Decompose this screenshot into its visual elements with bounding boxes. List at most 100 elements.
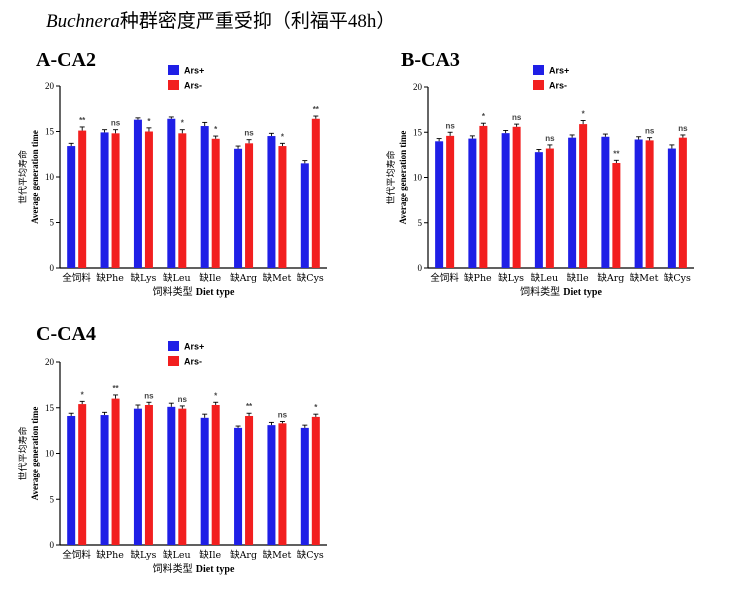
significance-label: * [281,132,285,141]
significance-label: * [214,125,218,134]
legend-label: Ars+ [549,66,569,76]
x-axis-label-en: Diet type [196,287,235,298]
bar-ars-plus [167,406,176,545]
x-tick-label: 缺Leu [163,272,191,284]
y-axis-label-en: Average generation time [30,407,40,501]
x-tick-label: 缺Met [263,272,292,284]
y-tick-label: 5 [50,218,55,228]
bar-ars-plus [267,425,276,545]
significance-label: ** [112,384,119,393]
x-axis-label-cn: 饲料类型 [520,285,563,298]
x-tick-label: 缺Cys [297,549,324,561]
bar-ars-minus [479,125,488,268]
legend-swatch [168,65,179,75]
significance-label: ** [313,105,320,114]
y-axis-label-cn: 世代平均寿命 [17,150,29,204]
bar-ars-plus [300,163,309,268]
legend-label: Ars+ [184,342,204,352]
bar-ars-minus [545,148,554,268]
x-axis-label-cn: 饲料类型 [153,285,196,298]
bar-ars-minus [78,404,87,545]
bar-ars-plus [435,141,444,268]
y-tick-label: 15 [45,403,55,413]
y-tick-label: 0 [50,540,55,550]
x-tick-label: 缺Ile [567,272,589,284]
bar-ars-plus [468,138,477,268]
significance-label: ns [244,129,254,138]
y-tick-label: 15 [413,127,423,137]
figure-title-rest: 种群密度严重受抑（利福平48h） [119,11,396,32]
significance-label: * [214,391,218,400]
significance-label: * [582,109,586,118]
bar-ars-plus [200,126,209,268]
x-tick-label: 缺Cys [297,272,324,284]
panel-label: C-CA4 [36,323,96,345]
significance-label: ns [445,121,455,130]
bar-ars-plus [100,415,109,545]
legend-label: Ars+ [184,66,204,76]
y-axis-label-en: Average generation time [30,130,40,224]
bar-ars-minus [211,405,220,545]
x-axis-label: 饲料类型 Diet type [153,285,235,298]
x-axis-label-cn: 饲料类型 [153,562,196,575]
significance-label: ns [144,391,154,400]
bar-ars-minus [111,398,120,545]
significance-label: ** [613,149,620,158]
significance-label: ns [278,410,288,419]
y-tick-label: 20 [413,82,423,92]
significance-label: ns [512,113,522,122]
significance-label: ns [678,124,688,133]
bar-ars-minus [311,118,320,268]
y-tick-label: 20 [45,81,55,91]
x-tick-label: 缺Leu [163,549,191,561]
bar-ars-plus [67,415,76,545]
figure-title-italic: Buchnera [46,11,120,32]
legend-swatch [533,65,544,75]
significance-label: * [482,112,486,121]
x-tick-label: 缺Lys [130,272,156,284]
legend-swatch [168,341,179,351]
bar-ars-minus [111,133,120,268]
x-axis-label-en: Diet type [563,287,602,298]
x-tick-label: 缺Arg [230,549,257,561]
y-axis-label-cn: 世代平均寿命 [385,150,397,204]
y-tick-label: 5 [50,494,55,504]
x-axis-label: 饲料类型 Diet type [153,562,235,575]
x-tick-label: 缺Phe [96,549,124,561]
x-tick-label: 缺Met [630,272,659,284]
y-tick-label: 10 [45,449,55,459]
bar-ars-minus [446,135,455,268]
bar-ars-minus [245,415,254,545]
x-tick-label: 缺Lys [130,549,156,561]
x-tick-label: 缺Phe [96,272,124,284]
significance-label: * [147,117,151,126]
bar-ars-plus [67,146,76,268]
bar-ars-minus [245,143,254,268]
significance-label: ns [545,134,555,143]
bar-ars-plus [267,136,276,268]
significance-label: ns [111,119,121,128]
significance-label: ** [246,402,253,411]
bar-ars-minus [512,126,521,268]
bar-ars-minus [311,416,320,545]
y-tick-label: 5 [418,218,423,228]
legend-swatch [533,80,544,90]
significance-label: * [181,119,185,128]
significance-label: ns [645,127,655,136]
x-tick-label: 缺Met [263,549,292,561]
x-tick-label: 缺Arg [597,272,624,284]
legend-label: Ars- [184,357,202,367]
y-tick-label: 20 [45,357,55,367]
chart-panel-2: B-CA3 0 5 10 15 20 世代平均寿命 Average generation ti… [385,49,694,298]
figure-title: Buchnera种群密度严重受抑（利福平48h） [46,6,395,33]
x-axis-label-en: Diet type [196,564,235,575]
panel-label: A-CA2 [36,49,96,71]
bar-ars-minus [278,423,287,545]
bar-ars-plus [601,136,610,268]
chart-panel-3: C-CA4 0 5 10 15 20 世代平均寿命 Average generation ti… [17,323,327,575]
significance-label: ** [79,116,86,125]
x-tick-label: 全饲料 [62,272,91,284]
y-tick-label: 10 [45,172,55,182]
bar-ars-minus [579,124,588,268]
